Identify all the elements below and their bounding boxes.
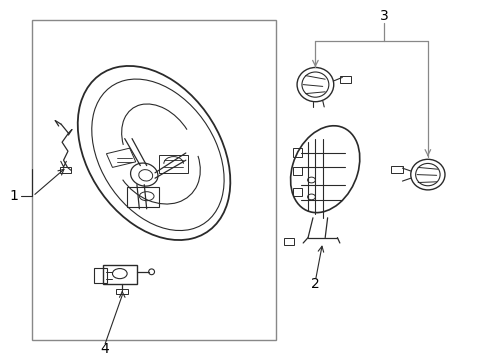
Bar (283, 238, 294, 245)
Text: 3: 3 (379, 9, 387, 23)
Bar (60, 167, 71, 173)
Bar (32, 20, 276, 340)
Text: 2: 2 (310, 278, 319, 291)
Bar (102, 265, 137, 284)
Bar (116, 289, 127, 294)
Bar (390, 166, 403, 173)
Bar (339, 76, 350, 83)
Bar (293, 167, 302, 175)
Bar (127, 187, 159, 207)
Text: 1: 1 (9, 189, 18, 203)
Text: 4: 4 (101, 342, 109, 356)
Bar (94, 268, 106, 283)
Bar (106, 148, 136, 167)
Bar (293, 188, 302, 196)
Bar (159, 155, 188, 173)
Bar (293, 148, 302, 157)
